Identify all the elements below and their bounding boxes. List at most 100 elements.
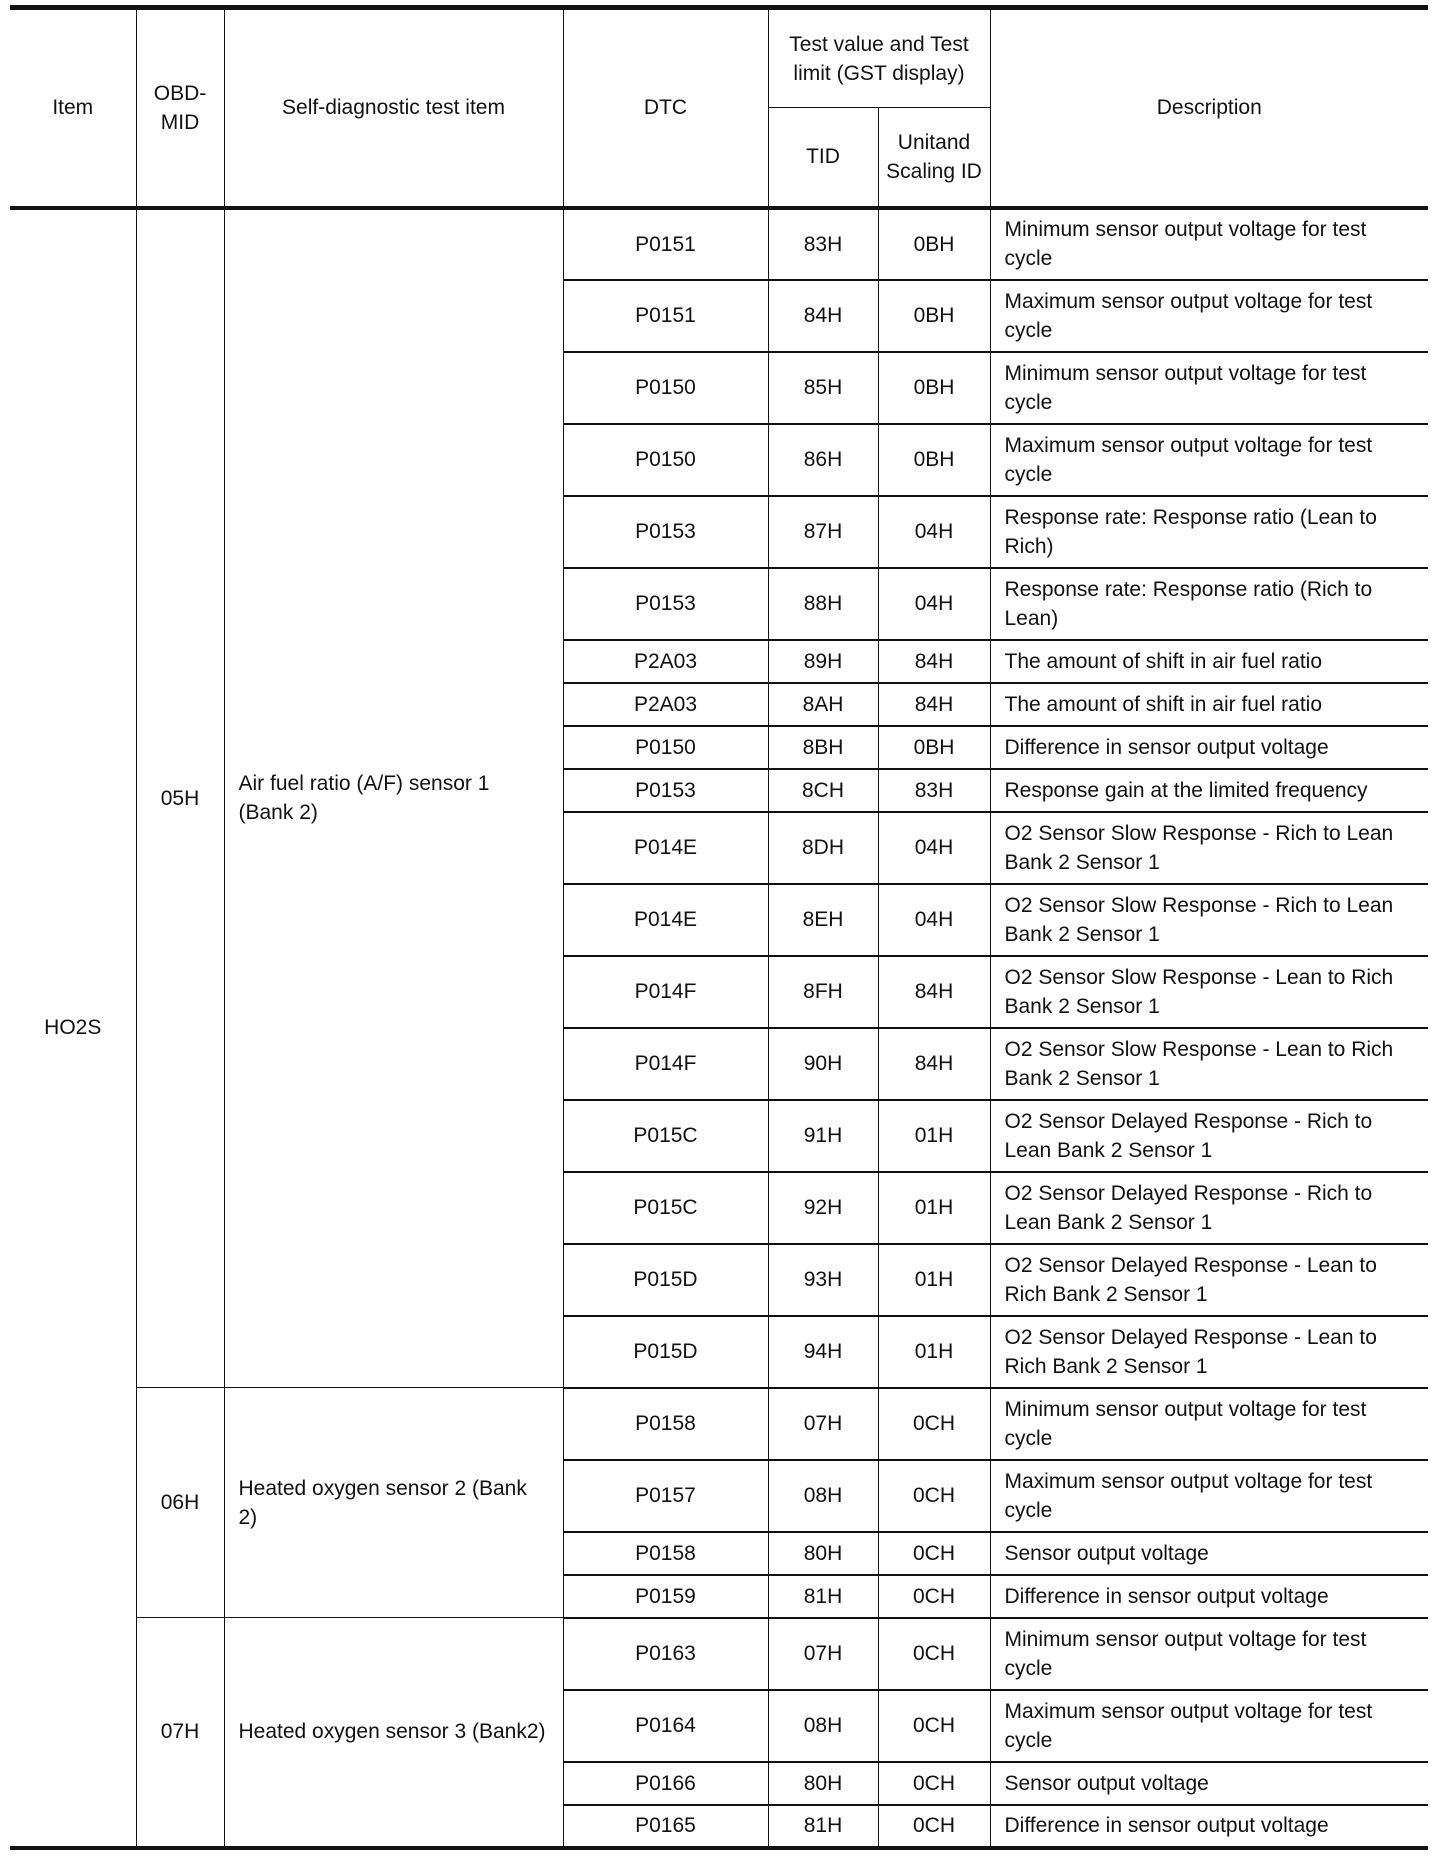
dtc-cell: P015D bbox=[562, 1243, 769, 1317]
table-row: P0166 80H 0CH Sensor output voltage bbox=[10, 1761, 1428, 1806]
header-description: Description bbox=[989, 5, 1428, 208]
description-cell: Sensor output voltage bbox=[989, 1531, 1428, 1576]
obd-mid-cell: 06H bbox=[135, 1387, 225, 1618]
item-cell: HO2S bbox=[10, 205, 137, 1850]
header-test-item: Self-diagnostic test item bbox=[223, 5, 564, 208]
unit-scaling-cell: 0BH bbox=[877, 351, 991, 425]
unit-scaling-cell: 04H bbox=[877, 883, 991, 957]
description-cell: Difference in sensor output voltage bbox=[989, 1574, 1428, 1619]
dtc-cell: P0163 bbox=[562, 1617, 769, 1691]
description-cell: Response rate: Response ratio (Rich to L… bbox=[989, 567, 1428, 641]
description-cell: Sensor output voltage bbox=[989, 1761, 1428, 1806]
unit-scaling-cell: 0CH bbox=[877, 1387, 991, 1461]
tid-cell: 8CH bbox=[767, 768, 879, 813]
dtc-cell: P0159 bbox=[562, 1574, 769, 1619]
dtc-cell: P0157 bbox=[562, 1459, 769, 1533]
table-row: P014E 8EH 04H O2 Sensor Slow Response - Ric… bbox=[10, 883, 1428, 957]
table-row: 07H Heated oxygen sensor 3 (Bank2) P0163 07… bbox=[10, 1617, 1428, 1850]
table-row: P0150 8BH 0BH Difference in sensor output v… bbox=[10, 725, 1428, 770]
tid-cell: 8FH bbox=[767, 955, 879, 1029]
table-row: P0158 80H 0CH Sensor output voltage bbox=[10, 1531, 1428, 1576]
unit-scaling-cell: 04H bbox=[877, 567, 991, 641]
table-row: P0159 81H 0CH Difference in sensor output v… bbox=[10, 1574, 1428, 1619]
tid-cell: 94H bbox=[767, 1315, 879, 1389]
description-cell: Response rate: Response ratio (Lean to R… bbox=[989, 495, 1428, 569]
unit-scaling-cell: 01H bbox=[877, 1171, 991, 1245]
dtc-cell: P014E bbox=[562, 811, 769, 885]
description-cell: The amount of shift in air fuel ratio bbox=[989, 682, 1428, 727]
tid-cell: 8BH bbox=[767, 725, 879, 770]
description-cell: Difference in sensor output voltage bbox=[989, 1804, 1428, 1850]
unit-scaling-cell: 84H bbox=[877, 682, 991, 727]
table-row: P0150 86H 0BH Maximum sensor output voltage… bbox=[10, 423, 1428, 497]
dtc-cell: P0150 bbox=[562, 423, 769, 497]
description-cell: O2 Sensor Slow Response - Lean to Rich B… bbox=[989, 1027, 1428, 1101]
dtc-cell: P0150 bbox=[562, 351, 769, 425]
obd-mid-cell: 05H bbox=[135, 205, 225, 1388]
description-cell: Difference in sensor output voltage bbox=[989, 725, 1428, 770]
table-row: P2A03 89H 84H The amount of shift in air fu… bbox=[10, 639, 1428, 684]
table-row: P015D 94H 01H O2 Sensor Delayed Response - … bbox=[10, 1315, 1428, 1389]
table-row: 06H Heated oxygen sensor 2 (Bank 2) P0158 0… bbox=[10, 1387, 1428, 1618]
header-unit-scaling: Unitand Scaling ID bbox=[877, 107, 991, 208]
unit-scaling-cell: 0CH bbox=[877, 1574, 991, 1619]
description-cell: Response gain at the limited frequency bbox=[989, 768, 1428, 813]
dtc-cell: P015C bbox=[562, 1099, 769, 1173]
unit-scaling-cell: 0BH bbox=[877, 725, 991, 770]
unit-scaling-cell: 01H bbox=[877, 1099, 991, 1173]
unit-scaling-cell: 0CH bbox=[877, 1617, 991, 1691]
unit-scaling-cell: 84H bbox=[877, 639, 991, 684]
dtc-cell: P0153 bbox=[562, 495, 769, 569]
unit-scaling-cell: 0CH bbox=[877, 1761, 991, 1806]
description-cell: O2 Sensor Delayed Response - Lean to Ric… bbox=[989, 1243, 1428, 1317]
unit-scaling-cell: 83H bbox=[877, 768, 991, 813]
description-cell: Maximum sensor output voltage for test c… bbox=[989, 423, 1428, 497]
table-body: HO2S 05H Air fuel ratio (A/F) sensor 1 (Ba… bbox=[10, 205, 1428, 1850]
unit-scaling-cell: 0CH bbox=[877, 1804, 991, 1850]
table-row: P0164 08H 0CH Maximum sensor output voltage… bbox=[10, 1689, 1428, 1763]
tid-cell: 91H bbox=[767, 1099, 879, 1173]
dtc-cell: P0158 bbox=[562, 1387, 769, 1461]
table-row: P0151 84H 0BH Maximum sensor output voltage… bbox=[10, 279, 1428, 353]
description-cell: Maximum sensor output voltage for test c… bbox=[989, 1459, 1428, 1533]
header-item: Item bbox=[10, 5, 137, 208]
tid-cell: 92H bbox=[767, 1171, 879, 1245]
unit-scaling-cell: 0BH bbox=[877, 279, 991, 353]
description-cell: Maximum sensor output voltage for test c… bbox=[989, 279, 1428, 353]
dtc-cell: P014E bbox=[562, 883, 769, 957]
dtc-cell: P014F bbox=[562, 1027, 769, 1101]
unit-scaling-cell: 01H bbox=[877, 1243, 991, 1317]
table-row: P014F 90H 84H O2 Sensor Slow Response - Lea… bbox=[10, 1027, 1428, 1101]
description-cell: Minimum sensor output voltage for test c… bbox=[989, 1387, 1428, 1461]
description-cell: Maximum sensor output voltage for test c… bbox=[989, 1689, 1428, 1763]
header-obd-mid: OBD-MID bbox=[135, 5, 225, 208]
tid-cell: 85H bbox=[767, 351, 879, 425]
tid-cell: 88H bbox=[767, 567, 879, 641]
header-test-value: Test value and Test limit (GST display) bbox=[767, 5, 991, 108]
tid-cell: 8EH bbox=[767, 883, 879, 957]
description-cell: O2 Sensor Delayed Response - Rich to Lea… bbox=[989, 1171, 1428, 1245]
tid-cell: 90H bbox=[767, 1027, 879, 1101]
dtc-cell: P0153 bbox=[562, 768, 769, 813]
description-cell: Minimum sensor output voltage for test c… bbox=[989, 1617, 1428, 1691]
unit-scaling-cell: 01H bbox=[877, 1315, 991, 1389]
tid-cell: 8AH bbox=[767, 682, 879, 727]
tid-cell: 89H bbox=[767, 639, 879, 684]
tid-cell: 93H bbox=[767, 1243, 879, 1317]
tid-cell: 07H bbox=[767, 1387, 879, 1461]
description-cell: The amount of shift in air fuel ratio bbox=[989, 639, 1428, 684]
dtc-cell: P2A03 bbox=[562, 639, 769, 684]
unit-scaling-cell: 0CH bbox=[877, 1531, 991, 1576]
obd-mid-cell: 07H bbox=[135, 1617, 225, 1850]
description-cell: O2 Sensor Slow Response - Rich to Lean B… bbox=[989, 883, 1428, 957]
tid-cell: 08H bbox=[767, 1689, 879, 1763]
tid-cell: 81H bbox=[767, 1804, 879, 1850]
table-row: P015D 93H 01H O2 Sensor Delayed Response - … bbox=[10, 1243, 1428, 1317]
dtc-cell: P0150 bbox=[562, 725, 769, 770]
tid-cell: 8DH bbox=[767, 811, 879, 885]
description-cell: O2 Sensor Delayed Response - Lean to Ric… bbox=[989, 1315, 1428, 1389]
tid-cell: 07H bbox=[767, 1617, 879, 1691]
dtc-cell: P015D bbox=[562, 1315, 769, 1389]
table-row: P0165 81H 0CH Difference in sensor output v… bbox=[10, 1804, 1428, 1850]
unit-scaling-cell: 04H bbox=[877, 811, 991, 885]
